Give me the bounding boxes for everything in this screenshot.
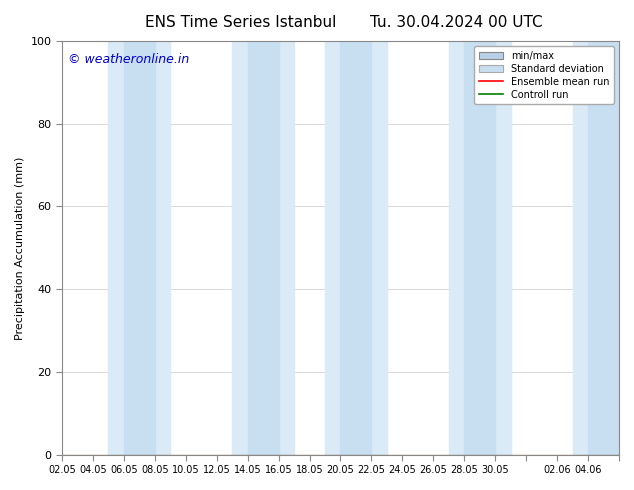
Bar — [464, 41, 495, 455]
Bar — [124, 41, 155, 455]
Bar — [340, 41, 372, 455]
Bar — [232, 41, 294, 455]
Bar — [108, 41, 171, 455]
Text: ENS Time Series Istanbul: ENS Time Series Istanbul — [145, 15, 337, 30]
Bar — [573, 41, 634, 455]
Bar — [588, 41, 619, 455]
Y-axis label: Precipitation Accumulation (mm): Precipitation Accumulation (mm) — [15, 156, 25, 340]
Bar — [248, 41, 278, 455]
Text: © weatheronline.in: © weatheronline.in — [68, 53, 189, 67]
Legend: min/max, Standard deviation, Ensemble mean run, Controll run: min/max, Standard deviation, Ensemble me… — [474, 46, 614, 104]
Text: Tu. 30.04.2024 00 UTC: Tu. 30.04.2024 00 UTC — [370, 15, 543, 30]
Bar — [449, 41, 511, 455]
Bar — [325, 41, 387, 455]
